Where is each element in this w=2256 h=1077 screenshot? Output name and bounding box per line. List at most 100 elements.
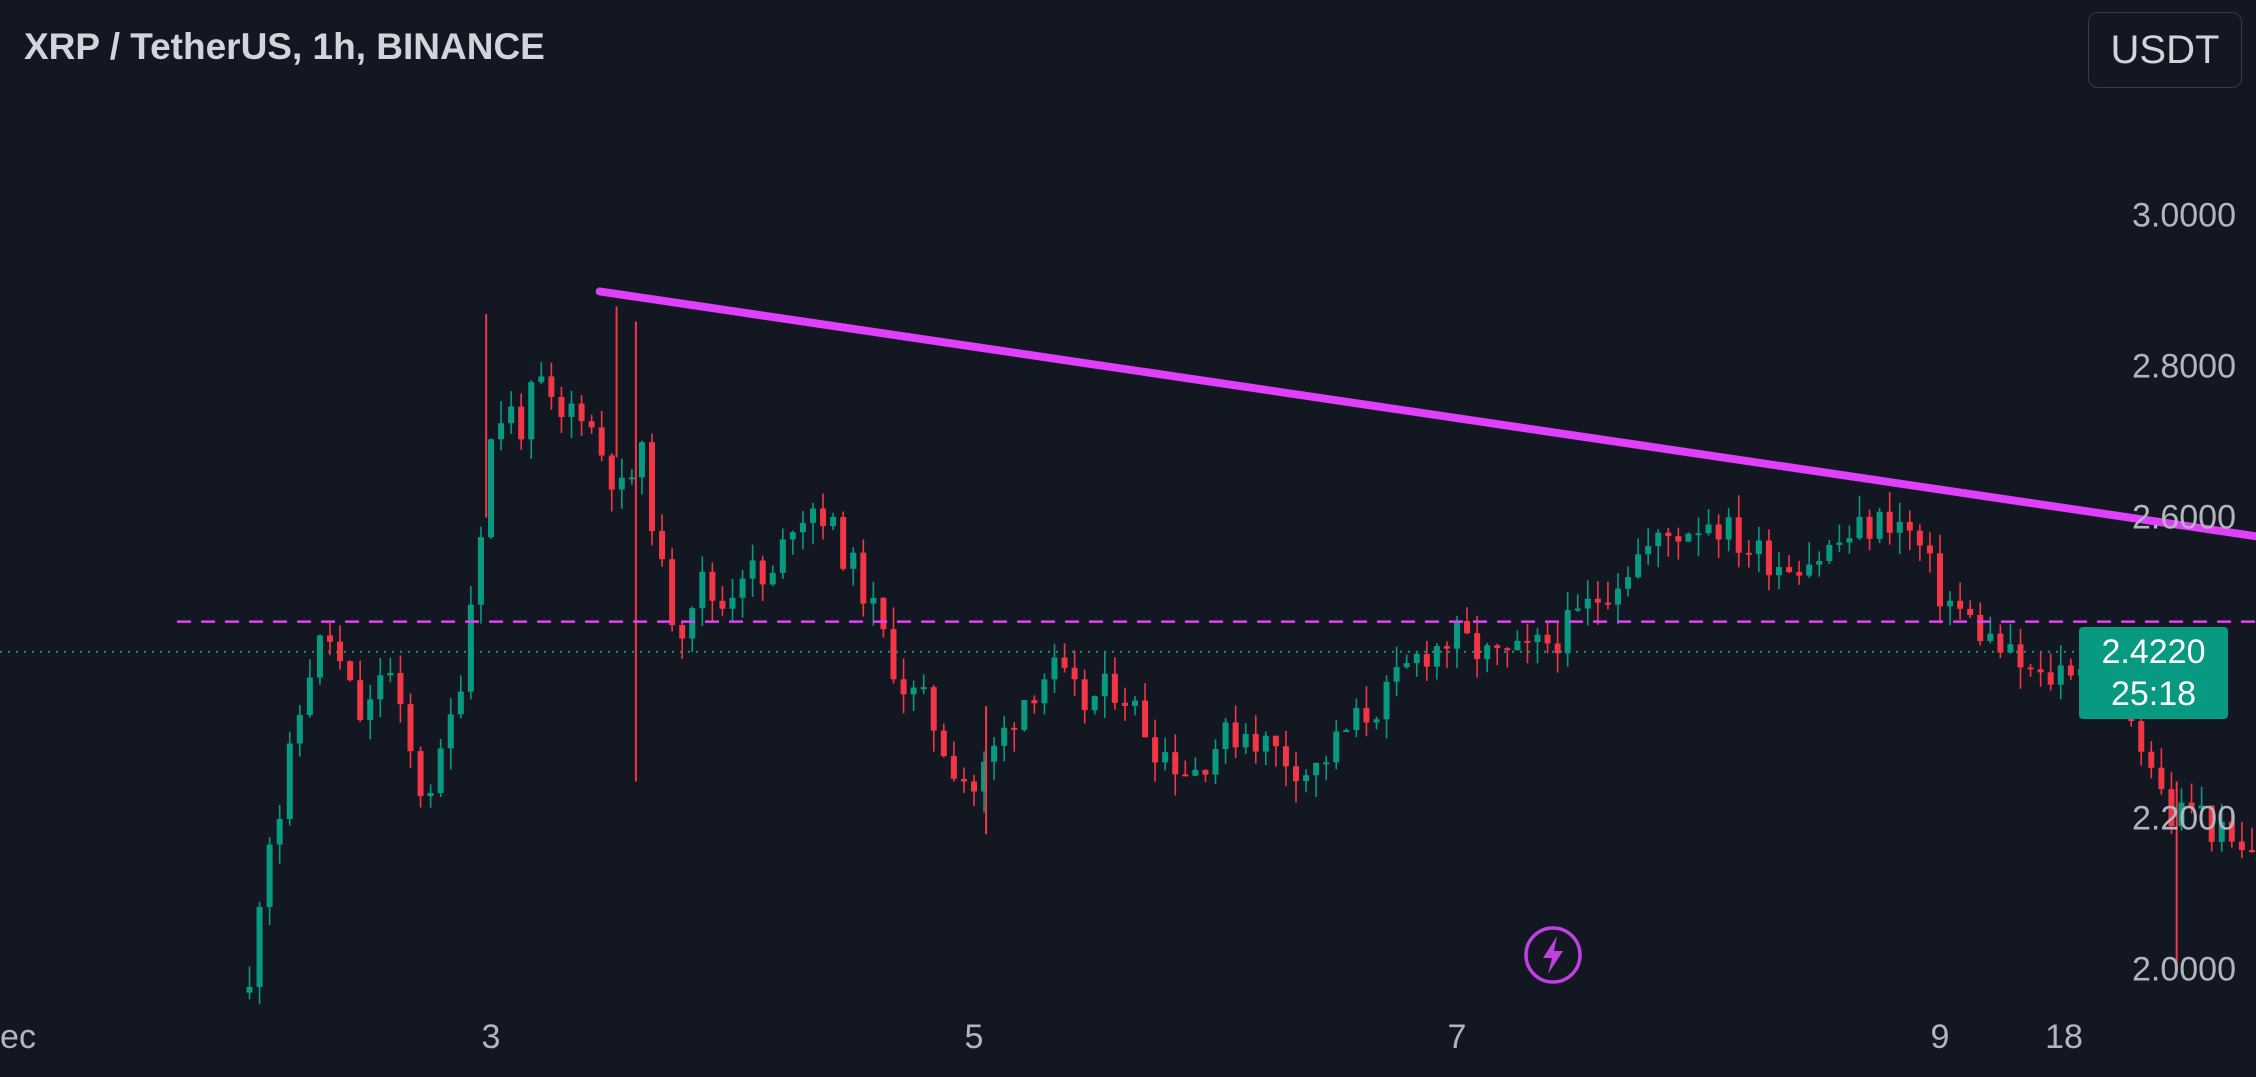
candle-body (930, 687, 937, 731)
candle-body (1745, 552, 1752, 555)
candle (1886, 492, 1893, 545)
candle (749, 544, 756, 597)
candle (729, 578, 736, 621)
candle (1947, 591, 1954, 626)
candle-body (1594, 598, 1601, 603)
candle-body (769, 572, 776, 585)
candle-body (2208, 805, 2215, 842)
candle-body (1121, 702, 1128, 706)
lightning-icon[interactable] (1524, 926, 1582, 984)
candle-body (2238, 841, 2245, 851)
candle-body (337, 641, 344, 662)
candle-body (1836, 542, 1843, 545)
candle-body (588, 421, 595, 428)
candle (1504, 647, 1511, 668)
descending-trendline (595, 287, 2256, 541)
candle (276, 804, 283, 864)
candle-body (1816, 560, 1823, 565)
candle-body (960, 778, 967, 782)
candle (1303, 769, 1310, 793)
candle (2007, 623, 2014, 654)
candle (1826, 539, 1833, 565)
candle-body (1242, 733, 1249, 748)
candle-body (981, 761, 988, 792)
candle-body (850, 552, 857, 569)
candle (1061, 643, 1068, 673)
candle-body (1443, 646, 1450, 649)
candle-body (1534, 634, 1541, 643)
candle (2208, 805, 2215, 852)
candle (1594, 581, 1601, 625)
candle (1212, 739, 1219, 785)
candle-body (1232, 722, 1239, 748)
candle-body (1373, 719, 1380, 723)
candlestick-series (246, 306, 2255, 1005)
candle-body (1806, 564, 1813, 576)
candle (316, 634, 323, 685)
candle-body (1454, 621, 1460, 649)
candle-body (1252, 733, 1259, 752)
candle-body (1987, 633, 1994, 641)
candle-body (719, 600, 726, 609)
candle-body (830, 516, 837, 527)
candle (1806, 542, 1813, 578)
candle (719, 586, 726, 617)
candle-body (950, 756, 957, 779)
candle (1323, 755, 1330, 781)
candle-body (2198, 805, 2205, 809)
candle (568, 390, 575, 438)
candle (1604, 581, 1611, 610)
last-price-badge: 2.4220 25:18 (2079, 627, 2228, 719)
candle-body (498, 423, 505, 440)
candle-body (1403, 663, 1410, 668)
candle-body (1272, 735, 1279, 747)
candle (1675, 527, 1682, 560)
candle (327, 623, 333, 656)
candle-body (1021, 700, 1028, 730)
candle-body (266, 844, 273, 908)
candle-body (1393, 667, 1400, 682)
candle-body (1323, 762, 1330, 765)
candle (1011, 722, 1018, 752)
candle (1765, 529, 1772, 591)
candle-body (1755, 540, 1762, 555)
candle-body (900, 679, 907, 695)
candle-body (749, 560, 756, 579)
candle (1514, 630, 1521, 651)
candle (1977, 602, 1984, 646)
candle-body (1504, 648, 1511, 651)
candle (1906, 510, 1913, 551)
candle-body (2007, 644, 2014, 653)
price-tick-label: 3.0000 (2132, 196, 2236, 235)
candle (2168, 771, 2175, 834)
candle (1091, 695, 1098, 715)
candle-body (1353, 708, 1360, 731)
candle (2218, 803, 2225, 852)
candle (387, 657, 394, 683)
candle-body (1856, 516, 1863, 539)
candle-body (1142, 700, 1149, 738)
time-tick-label: 5 (964, 1018, 984, 1056)
candle (1403, 654, 1410, 669)
candle-body (1715, 524, 1722, 540)
candle-body (1111, 673, 1118, 703)
candle (769, 565, 776, 587)
candle (628, 469, 635, 485)
candle-body (1625, 577, 1632, 589)
candle-body (920, 687, 927, 690)
candle-body (296, 715, 303, 744)
candle-body (1725, 517, 1732, 540)
time-tick-label: 9 (1930, 1018, 1950, 1056)
candle (598, 411, 605, 462)
candle-body (417, 751, 424, 797)
candle (1625, 566, 1632, 597)
candle (1957, 582, 1964, 620)
candle-body (1765, 540, 1772, 576)
currency-button[interactable]: USDT (2088, 12, 2242, 88)
candle (2027, 663, 2034, 677)
candle (558, 386, 565, 433)
candle (1484, 642, 1491, 673)
candle (1635, 538, 1642, 579)
